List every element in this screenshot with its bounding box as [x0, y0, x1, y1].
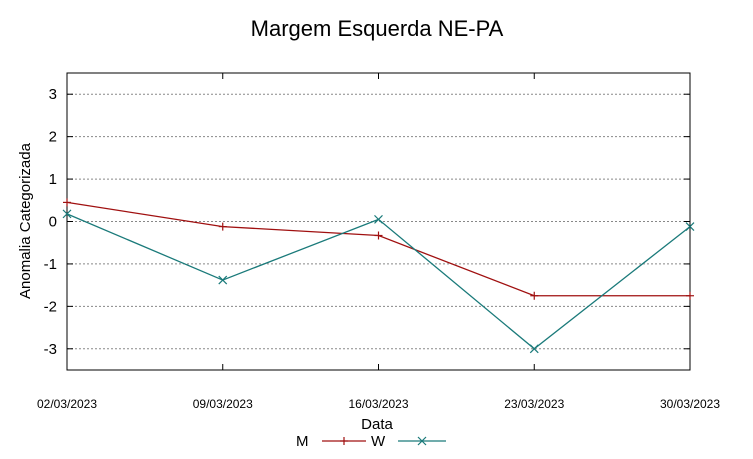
marker-stroke [417, 436, 427, 446]
y-tick-label: 1 [49, 171, 57, 188]
marker-stroke [62, 209, 72, 219]
y-tick-label: 3 [49, 86, 57, 103]
x-tick-label: 09/03/2023 [193, 397, 253, 411]
x-tick-label: 02/03/2023 [37, 397, 97, 411]
chart-title: Margem Esquerda NE-PA [251, 16, 504, 41]
legend-label-w: W [371, 433, 386, 450]
marker-stroke [529, 344, 539, 354]
y-tick-label: 2 [49, 129, 57, 146]
marker-stroke [685, 222, 695, 232]
y-axis-label: Anomalia Categorizada [17, 142, 34, 299]
data-point-w [374, 214, 383, 224]
grid-lines [67, 93, 690, 350]
data-point-w [62, 209, 72, 219]
legend-marker-m [340, 437, 348, 445]
x-tick-label: 23/03/2023 [504, 397, 564, 411]
series-layer [62, 198, 695, 354]
data-point-m [530, 291, 539, 300]
data-point-w [218, 275, 228, 285]
x-tick-label: 30/03/2023 [660, 397, 720, 411]
data-point-w [529, 344, 539, 354]
legend: M W [296, 433, 446, 450]
data-point-m [218, 222, 227, 231]
data-point-w [685, 222, 695, 232]
y-tick-label: -1 [44, 256, 57, 273]
legend-swatch-w [398, 436, 446, 446]
data-point-m [374, 231, 383, 240]
legend-swatch-m [322, 437, 366, 445]
y-tick-label: -3 [44, 341, 57, 358]
y-tick-label: 0 [49, 214, 57, 231]
y-axis-ticks: 3 2 1 0 -1 -2 -3 [44, 86, 690, 358]
data-point-m [63, 198, 71, 207]
marker-stroke [218, 275, 228, 285]
series-line-m [66, 201, 690, 297]
y-tick-label: -2 [44, 298, 57, 315]
x-axis-ticks: 02/03/2023 09/03/2023 16/03/2023 23/03/2023… [37, 73, 720, 411]
x-axis-label: Data [361, 416, 393, 433]
legend-label-m: M [296, 433, 309, 450]
legend-marker-w [417, 436, 427, 446]
data-point-m [686, 291, 694, 300]
marker-stroke [374, 214, 383, 224]
x-tick-label: 16/03/2023 [348, 397, 408, 411]
